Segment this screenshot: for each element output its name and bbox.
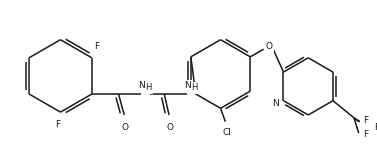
Text: H: H <box>145 83 152 92</box>
Text: F: F <box>363 116 369 125</box>
Text: O: O <box>167 123 173 132</box>
Text: N: N <box>272 99 279 108</box>
Text: F: F <box>94 42 99 51</box>
Text: F: F <box>55 120 60 129</box>
Text: F: F <box>363 130 369 139</box>
Text: O: O <box>122 123 129 132</box>
Text: F: F <box>374 123 377 132</box>
Text: O: O <box>266 42 273 51</box>
Text: F: F <box>362 119 367 128</box>
Text: H: H <box>191 83 197 92</box>
Text: N: N <box>138 81 145 90</box>
Text: N: N <box>184 81 190 90</box>
Text: Cl: Cl <box>223 128 232 137</box>
